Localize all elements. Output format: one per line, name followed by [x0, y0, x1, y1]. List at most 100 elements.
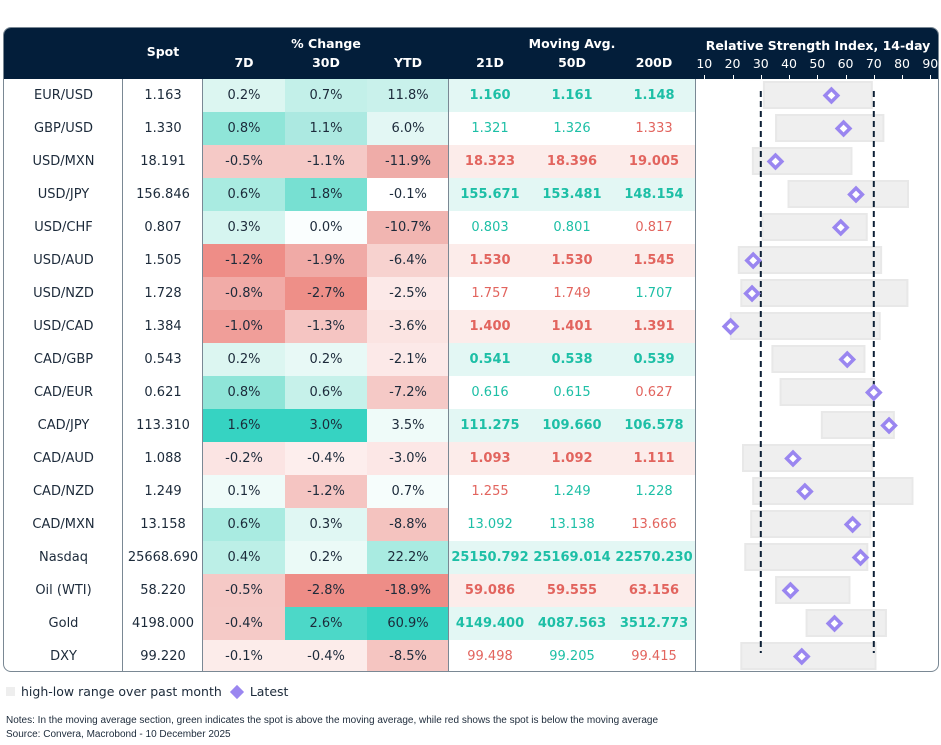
table-row: CAD/GBP 0.543 0.2% 0.2% -2.1% 0.541 0.538 0.539: [4, 343, 938, 376]
instrument-name: USD/CAD: [33, 319, 94, 334]
rsi-tick-label: 10: [696, 56, 713, 71]
ma-50d-cell: 59.555: [546, 583, 598, 598]
ma-row-tint: [449, 541, 695, 574]
instrument-name: USD/MXN: [32, 154, 95, 169]
ma-50d-cell: 0.615: [553, 385, 591, 400]
ma-row-tint: [449, 79, 695, 112]
ma-200d-cell: 1.228: [635, 484, 673, 499]
table-row: CAD/AUD 1.088 -0.2% -0.4% -3.0% 1.093 1.092 1.1…: [4, 442, 938, 475]
ma-21d-cell: 1.321: [471, 121, 509, 136]
rsi-range-bar: [762, 81, 873, 109]
ma-50d-cell: 1.249: [553, 484, 591, 499]
rsi-tick-mark: [874, 75, 875, 79]
table-row: USD/AUD 1.505 -1.2% -1.9% -6.4% 1.530 1.530 1.5…: [4, 244, 938, 277]
ma-21d-cell: 0.803: [471, 220, 509, 235]
pct-ytd-cell: -0.1%: [367, 178, 449, 211]
pct-ytd-cell: -3.0%: [367, 442, 449, 475]
rsi-tick-label: 90: [922, 56, 939, 71]
pct-7d-cell: 0.3%: [203, 211, 285, 244]
table-row: USD/MXN 18.191 -0.5% -1.1% -11.9% 18.323 18.39…: [4, 145, 938, 178]
divider-name-spot: [122, 79, 123, 671]
table-row: USD/CHF 0.807 0.3% 0.0% -10.7% 0.803 0.801 0.81…: [4, 211, 938, 244]
instrument-name: CAD/AUD: [33, 451, 94, 466]
ma-200d-cell: 0.539: [633, 352, 675, 367]
rsi-range-bar: [775, 114, 885, 142]
latest-legend-diamond-icon: [229, 684, 244, 699]
ma-50d-cell: 109.660: [542, 418, 602, 433]
pct-ytd-cell: -2.1%: [367, 343, 449, 376]
header-ma-200d: 200D: [635, 55, 673, 70]
rsi-range-bar: [752, 477, 914, 505]
pct-30d-cell: 0.3%: [285, 508, 367, 541]
header-moving-avg: Moving Avg.: [528, 36, 616, 51]
pct-ytd-cell: 6.0%: [367, 112, 449, 145]
table-row: USD/CAD 1.384 -1.0% -1.3% -3.6% 1.400 1.401 1.3…: [4, 310, 938, 343]
pct-30d-cell: 2.6%: [285, 607, 367, 640]
pct-7d-cell: -1.0%: [203, 310, 285, 343]
rsi-tick-label: 60: [837, 56, 854, 71]
ma-21d-cell: 13.092: [467, 517, 513, 532]
rsi-range-bar: [750, 510, 872, 538]
divider-pct-ma: [448, 79, 449, 671]
pct-7d-cell: 0.8%: [203, 376, 285, 409]
rsi-tick-mark: [846, 75, 847, 79]
notes-text: Notes: In the moving average section, gr…: [6, 715, 659, 726]
instrument-name: EUR/USD: [34, 88, 93, 103]
spot-value: 1.249: [144, 484, 182, 499]
rsi-latest-marker: [822, 86, 841, 105]
rsi-tick-mark: [902, 75, 903, 79]
rsi-tick-label: 30: [752, 56, 769, 71]
pct-30d-cell: 3.0%: [285, 409, 367, 442]
ma-200d-cell: 1.111: [633, 451, 675, 466]
ma-50d-cell: 153.481: [542, 187, 602, 202]
rsi-latest-marker: [864, 383, 883, 402]
spot-value: 58.220: [140, 583, 186, 598]
pct-ytd-cell: -6.4%: [367, 244, 449, 277]
rsi-latest-marker: [721, 317, 740, 336]
header-rsi-title: Relative Strength Index, 14-day: [705, 38, 931, 53]
rsi-tick-label: 80: [894, 56, 910, 71]
table-row: DXY 99.220 -0.1% -0.4% -8.5% 99.498 99.205 99.4…: [4, 640, 938, 671]
pct-30d-cell: -1.3%: [285, 310, 367, 343]
ma-50d-cell: 99.205: [549, 649, 595, 664]
ma-21d-cell: 0.616: [471, 385, 509, 400]
pct-30d-cell: 0.2%: [285, 541, 367, 574]
pct-ytd-cell: 22.2%: [367, 541, 449, 574]
ma-200d-cell: 63.156: [628, 583, 680, 598]
pct-7d-cell: 0.6%: [203, 508, 285, 541]
instrument-name: CAD/MXN: [32, 517, 95, 532]
spot-value: 25668.690: [127, 550, 199, 565]
source-text: Source: Convera, Macrobond - 10 December…: [6, 729, 231, 740]
pct-ytd-cell: -11.9%: [367, 145, 449, 178]
spot-value: 4198.000: [131, 616, 195, 631]
pct-30d-cell: 0.6%: [285, 376, 367, 409]
ma-50d-cell: 1.530: [551, 253, 593, 268]
ma-row-tint: [449, 145, 695, 178]
header-pct-change: % Change: [291, 36, 361, 51]
spot-value: 1.330: [144, 121, 182, 136]
ma-row-tint: [449, 178, 695, 211]
rsi-latest-marker: [831, 218, 850, 237]
pct-30d-cell: 1.8%: [285, 178, 367, 211]
instrument-name: CAD/NZD: [32, 484, 94, 499]
ma-21d-cell: 111.275: [460, 418, 520, 433]
pct-7d-cell: 1.6%: [203, 409, 285, 442]
pct-30d-cell: 0.2%: [285, 343, 367, 376]
ma-21d-cell: 155.671: [460, 187, 520, 202]
rsi-latest-marker: [834, 119, 853, 138]
rsi-tick-mark: [761, 75, 762, 79]
table-row: EUR/USD 1.163 0.2% 0.7% 11.8% 1.160 1.161 1.148: [4, 79, 938, 112]
table-row: Nasdaq 25668.690 0.4% 0.2% 22.2% 25150.792 251…: [4, 541, 938, 574]
table-header: Spot % Change 7D 30D YTD Moving Avg. 21D…: [4, 28, 938, 79]
pct-ytd-cell: 0.7%: [367, 475, 449, 508]
ma-21d-cell: 0.541: [469, 352, 511, 367]
spot-value: 1.728: [144, 286, 182, 301]
pct-7d-cell: 0.8%: [203, 112, 285, 145]
ma-50d-cell: 18.396: [546, 154, 598, 169]
table-row: CAD/EUR 0.621 0.8% 0.6% -7.2% 0.616 0.615 0.627: [4, 376, 938, 409]
ma-row-tint: [449, 244, 695, 277]
ma-200d-cell: 3512.773: [619, 616, 689, 631]
market-table: Spot % Change 7D 30D YTD Moving Avg. 21D…: [3, 27, 939, 672]
spot-value: 156.846: [136, 187, 190, 202]
rsi-latest-marker: [851, 548, 870, 567]
